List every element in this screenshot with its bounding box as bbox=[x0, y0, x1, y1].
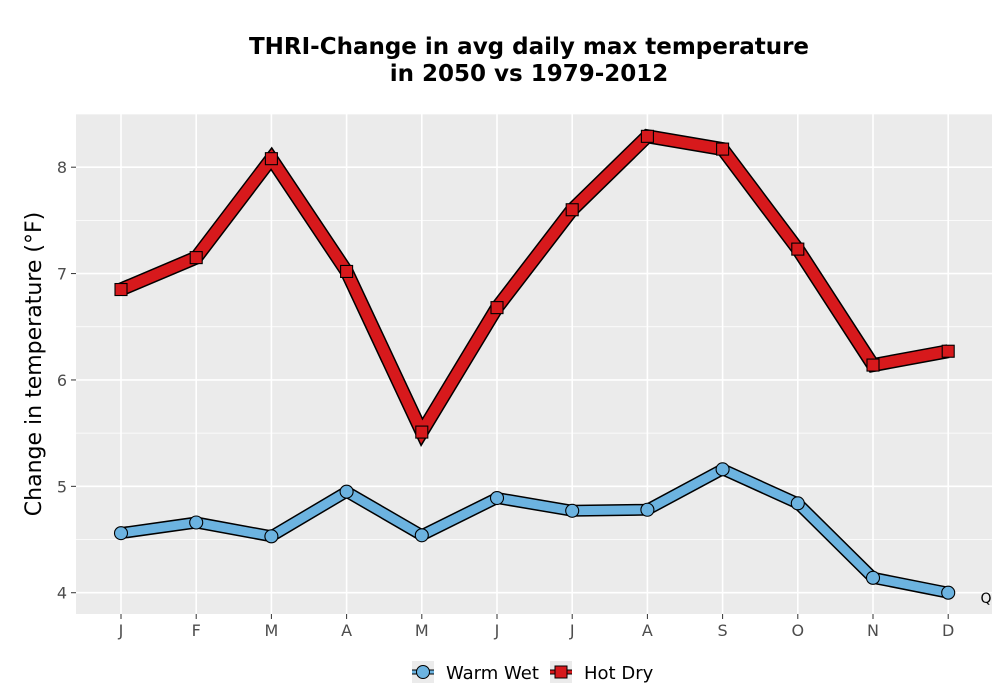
series-line bbox=[118, 130, 950, 444]
y-tick-label: 8 bbox=[57, 158, 67, 177]
corner-mark: Q bbox=[980, 591, 991, 607]
x-tick-label: A bbox=[341, 621, 352, 640]
data-point bbox=[716, 142, 730, 156]
x-tick-label: J bbox=[569, 621, 575, 640]
series-layer bbox=[113, 128, 956, 600]
x-tick-label: F bbox=[192, 621, 201, 640]
data-point bbox=[791, 242, 805, 256]
x-tick-label: D bbox=[942, 621, 954, 640]
data-point bbox=[640, 129, 654, 143]
legend-label: Warm Wet bbox=[446, 663, 539, 684]
series-line bbox=[120, 464, 950, 598]
x-tick-label: A bbox=[642, 621, 653, 640]
legend-item: Warm Wet bbox=[412, 661, 539, 684]
data-point bbox=[489, 490, 505, 506]
data-point bbox=[490, 301, 504, 315]
x-tick-label: S bbox=[718, 621, 728, 640]
y-tick-label: 6 bbox=[57, 371, 67, 390]
legend-item: Hot Dry bbox=[550, 661, 654, 684]
data-point bbox=[264, 529, 279, 544]
legend-key-marker bbox=[554, 665, 568, 679]
series-hot-dry bbox=[114, 128, 955, 447]
x-tick-label: M bbox=[264, 621, 278, 640]
legend-label: Hot Dry bbox=[584, 663, 654, 684]
y-tick-label: 4 bbox=[57, 584, 67, 603]
data-point bbox=[866, 358, 880, 372]
data-point bbox=[189, 251, 203, 265]
chart-title-line-2: in 2050 vs 1979-2012 bbox=[390, 61, 669, 87]
data-point bbox=[941, 585, 956, 600]
data-point bbox=[264, 152, 278, 166]
chart-title-line-1: THRI-Change in avg daily max temperature bbox=[249, 34, 809, 60]
y-axis-label: Change in temperature (°F) bbox=[22, 212, 47, 516]
x-tick-label: M bbox=[415, 621, 429, 640]
data-point bbox=[113, 526, 129, 541]
data-point bbox=[339, 484, 354, 499]
x-tick-label: J bbox=[494, 621, 500, 640]
data-point bbox=[865, 570, 881, 585]
y-axis: 4 5 6 7 8 bbox=[57, 158, 76, 603]
data-point bbox=[790, 496, 805, 511]
data-point bbox=[415, 425, 429, 439]
y-tick-label: 7 bbox=[57, 265, 67, 284]
data-point bbox=[114, 282, 128, 297]
data-point bbox=[189, 515, 204, 530]
data-point bbox=[565, 203, 579, 217]
x-tick-label: N bbox=[867, 621, 879, 640]
data-point bbox=[715, 462, 730, 477]
data-point bbox=[941, 344, 955, 358]
plot-panel bbox=[76, 114, 992, 614]
data-point bbox=[565, 503, 580, 518]
data-point bbox=[414, 528, 429, 543]
x-tick-label: O bbox=[792, 621, 805, 640]
y-tick-label: 5 bbox=[57, 477, 67, 496]
legend-key-marker bbox=[416, 665, 430, 679]
x-tick-label: J bbox=[118, 621, 124, 640]
series-warm-wet bbox=[113, 462, 956, 600]
major-gridlines bbox=[76, 114, 992, 614]
data-point bbox=[340, 264, 354, 278]
legend: Warm Wet Hot Dry bbox=[412, 661, 654, 684]
data-point bbox=[640, 502, 655, 517]
